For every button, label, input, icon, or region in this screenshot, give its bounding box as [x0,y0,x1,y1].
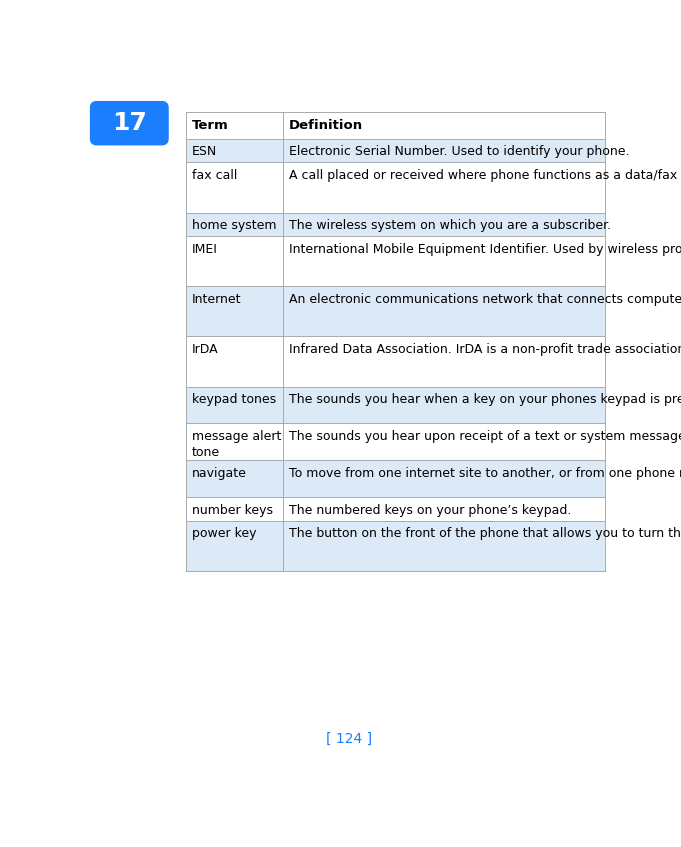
Bar [186,113,605,139]
Bar [186,213,605,236]
FancyBboxPatch shape [91,102,168,145]
Bar [186,386,605,424]
Bar [186,521,605,572]
Text: 17: 17 [112,111,146,136]
Text: An electronic communications network that connects computer networks and organiz: An electronic communications network tha… [289,292,681,306]
Text: Internet: Internet [192,292,242,306]
Text: Definition: Definition [289,119,363,131]
Text: IrDA: IrDA [192,343,219,356]
Bar [186,497,605,521]
Text: Infrared Data Association. IrDA is a non-profit trade association with a members: Infrared Data Association. IrDA is a non… [289,343,681,356]
Text: keypad tones: keypad tones [192,393,276,406]
Text: message alert
tone: message alert tone [192,429,281,459]
Text: The numbered keys on your phone’s keypad.: The numbered keys on your phone’s keypad… [289,504,571,517]
Bar [186,461,605,497]
Text: home system: home system [192,219,276,232]
Bar [186,424,605,461]
Text: fax call: fax call [192,169,238,181]
Text: navigate: navigate [192,467,247,479]
Text: [ 124 ]: [ 124 ] [326,732,372,745]
Text: The wireless system on which you are a subscriber.: The wireless system on which you are a s… [289,219,611,232]
Text: To move from one internet site to another, or from one phone menu to another.: To move from one internet site to anothe… [289,467,681,479]
Text: The sounds you hear when a key on your phones keypad is pressed.: The sounds you hear when a key on your p… [289,393,681,406]
Text: A call placed or received where phone functions as a data/fax modem, connected t: A call placed or received where phone fu… [289,169,681,181]
Text: power key: power key [192,528,257,540]
Text: International Mobile Equipment Identifier. Used by wireless providers to identif: International Mobile Equipment Identifie… [289,242,681,256]
Text: IMEI: IMEI [192,242,218,256]
Bar [186,236,605,286]
Bar [186,286,605,336]
Bar [186,336,605,386]
Text: Electronic Serial Number. Used to identify your phone.: Electronic Serial Number. Used to identi… [289,145,629,158]
Bar [186,163,605,213]
Bar [186,139,605,163]
Text: Term: Term [192,119,229,131]
Text: ESN: ESN [192,145,217,158]
Text: The sounds you hear upon receipt of a text or system message by your phone.: The sounds you hear upon receipt of a te… [289,429,681,443]
Text: number keys: number keys [192,504,273,517]
Text: The button on the front of the phone that allows you to turn the phone on or off: The button on the front of the phone tha… [289,528,681,540]
